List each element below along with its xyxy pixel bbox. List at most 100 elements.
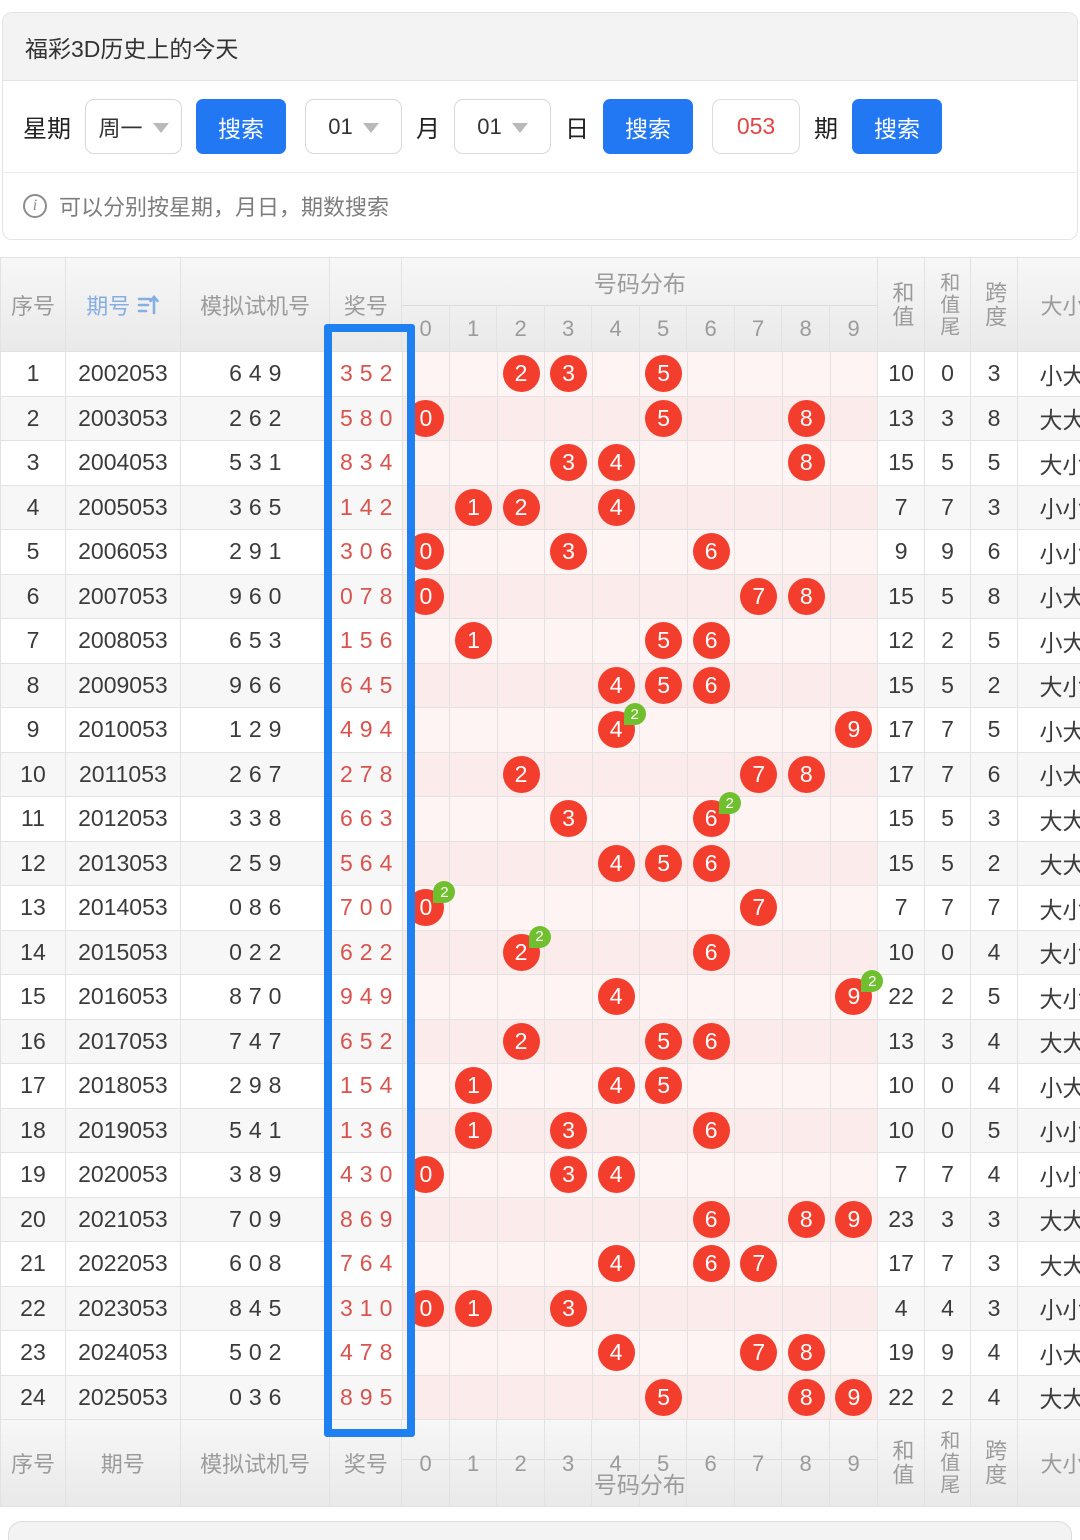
distribution-cell: 0 [402,530,451,575]
prize-number-cell: 352 [330,352,403,397]
number-ball: 4 [597,1067,635,1105]
search-by-issue-button[interactable]: 搜索 [852,99,942,154]
month-dropdown[interactable]: 01 [305,99,402,154]
issue-cell: 2005053 [65,485,181,530]
double-count-badge: 2 [623,703,646,726]
header-test-number: 模拟试机号 [180,258,331,352]
number-ball: 1 [454,1289,492,1327]
sum-tail-cell: 5 [925,841,972,886]
number-ball: 7 [740,889,778,927]
sum-tail-cell: 7 [925,708,972,753]
distribution-cell [450,708,498,753]
number-ball: 3 [550,533,588,571]
table-row: 16 2017053 747 652 2 5 6 13 3 4 大大 [1,1019,1080,1064]
distribution-cell [497,841,546,886]
distribution-cell [545,485,593,530]
prize-number-cell: 949 [330,975,403,1020]
digit-column-label: 4 [592,1420,640,1507]
prize-number-cell: 564 [330,841,403,886]
distribution-cell [735,708,784,753]
sum-cell: 7 [878,1153,926,1198]
info-bar: i 可以分别按星期，月日，期数搜索 [3,173,1077,239]
number-ball: 5 [645,844,683,882]
distribution-cell [402,1108,451,1153]
size-cell: 小小 [1018,486,1080,530]
issue-cell: 2009053 [65,663,181,708]
issue-cell: 2023053 [65,1286,181,1331]
prize-number-cell: 154 [330,1064,403,1109]
issue-cell: 2008053 [65,619,181,664]
distribution-cell [402,1331,451,1376]
number-ball: 6 [692,1111,730,1149]
distribution-cell [497,975,546,1020]
size-cell: 大大 [1018,842,1080,886]
prize-number-cell: 764 [330,1242,403,1287]
distribution-cell [783,1153,831,1198]
search-by-week-button[interactable]: 搜索 [196,99,286,154]
distribution-cell [830,352,879,397]
digit-column-label: 0 [402,1420,450,1507]
test-number-cell: 259 [180,841,331,886]
span-cell: 3 [971,797,1018,842]
sum-cell: 17 [878,1242,926,1287]
digit-column-label: 2 [497,306,545,351]
span-cell: 4 [971,1375,1018,1420]
number-ball: 7 [740,1245,778,1283]
distribution-cell [640,1108,688,1153]
search-by-date-button[interactable]: 搜索 [603,99,693,154]
seq-cell: 6 [1,574,66,619]
test-number-cell: 129 [180,708,331,753]
distribution-cell: 8 [783,574,831,619]
sum-tail-cell: 7 [925,752,972,797]
seq-cell: 1 [1,352,66,397]
number-ball: 3 [550,444,588,482]
sum-tail-cell: 7 [925,1242,972,1287]
distribution-cell [783,530,831,575]
issue-cell: 2013053 [65,841,181,886]
distribution-cell [783,1242,831,1287]
sum-tail-cell: 2 [925,1375,972,1420]
distribution-cell [830,1108,879,1153]
distribution-cell: 0 [402,1286,451,1331]
number-ball: 5 [645,666,683,704]
number-ball: 5 [645,622,683,660]
sum-tail-cell: 5 [925,797,972,842]
number-ball: 8 [787,1334,825,1372]
number-ball: 5 [645,399,683,437]
distribution-cell: 1 [450,1064,498,1109]
chevron-down-icon [511,122,528,133]
size-cell: 小大 [1018,352,1080,397]
number-ball: 0 [407,1289,445,1327]
distribution-cell [592,1286,641,1331]
footer-issue: 期号 [65,1420,181,1507]
distribution-cell: 6 [687,619,736,664]
prize-number-cell: 645 [330,663,403,708]
distribution-cell [687,441,736,486]
distribution-cell [735,619,784,664]
number-ball: 7 [740,577,778,615]
test-number-cell: 086 [180,886,331,931]
span-cell: 4 [971,1331,1018,1376]
sum-tail-cell: 3 [925,1019,972,1064]
distribution-cell [640,752,688,797]
digit-column-label: 6 [687,1420,735,1507]
number-ball: 0 [407,577,445,615]
size-cell: 小小 [1018,530,1080,575]
seq-cell: 24 [1,1375,66,1420]
distribution-cell [830,1331,879,1376]
number-ball: 9 [835,1200,873,1238]
sum-tail-cell: 2 [925,975,972,1020]
distribution-cell [830,530,879,575]
distribution-cell [735,530,784,575]
number-ball: 7 [740,1334,778,1372]
issue-number-input[interactable] [712,99,800,154]
week-dropdown[interactable]: 周一 [85,99,182,154]
day-dropdown[interactable]: 01 [454,99,551,154]
number-ball: 2 [502,488,540,526]
header-issue-sortable[interactable]: 期号 [65,258,181,352]
prize-number-cell: 136 [330,1108,403,1153]
footer-size: 大小 [1018,1420,1080,1507]
